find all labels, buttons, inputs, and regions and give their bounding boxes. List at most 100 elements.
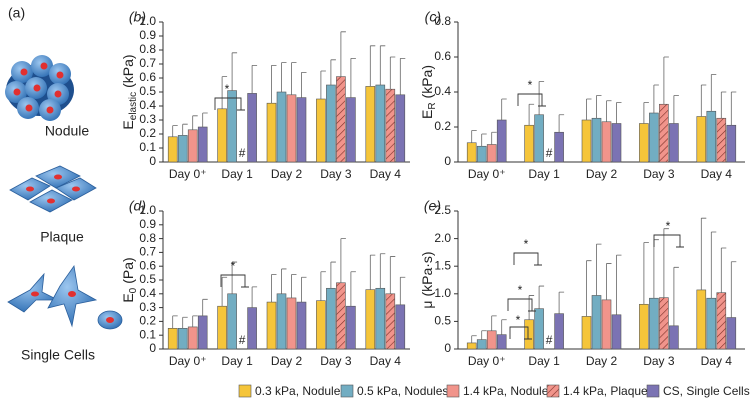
- x-tick-label: Day 1: [221, 167, 253, 181]
- bar: [601, 121, 612, 163]
- bar: [296, 97, 307, 163]
- significance-bracket: [220, 274, 249, 288]
- x-tick-label: Day 1: [528, 354, 560, 368]
- error-bar: [501, 319, 507, 335]
- missing-marker: #: [546, 333, 553, 347]
- error-bar: [350, 58, 356, 98]
- error-bar: [700, 84, 707, 117]
- y-tick-label: 0.4: [139, 286, 156, 300]
- bar: [554, 131, 564, 163]
- error-bar: [172, 315, 178, 329]
- significance-bracket: [653, 234, 684, 248]
- y-axis-label: E0 (Pa): [120, 257, 139, 302]
- error-bar: [586, 260, 592, 317]
- y-tick-label: 0.4: [139, 98, 156, 112]
- error-bar: [231, 52, 238, 91]
- x-tick-label: Day 0⁺: [468, 354, 506, 368]
- y-axis-label: Eelastic (kPa): [120, 54, 139, 129]
- y-label-unit: (kPa·s): [419, 251, 435, 296]
- error-bar: [291, 274, 297, 298]
- bar: [375, 84, 386, 163]
- error-bar: [291, 62, 297, 95]
- error-bar: [320, 271, 326, 301]
- bar: [187, 129, 198, 163]
- panel-label: (b): [129, 9, 146, 25]
- bar: [466, 142, 477, 163]
- significance-marker: *: [518, 283, 523, 297]
- significance-marker: *: [528, 78, 533, 92]
- error-bar: [231, 261, 238, 294]
- legend-swatch: [340, 384, 354, 398]
- legend-label: 0.5 kPa, Nodules: [357, 384, 448, 398]
- bar: [591, 295, 602, 350]
- significance-bracket: [517, 93, 546, 107]
- error-bar: [399, 276, 406, 305]
- bar: [177, 327, 188, 350]
- y-label-sub: elastic: [128, 92, 139, 120]
- x-tick-label: Day 2: [586, 167, 618, 181]
- error-bar: [491, 131, 497, 145]
- error-bar: [271, 65, 277, 104]
- y-tick-label: 2.5: [434, 203, 451, 217]
- bar: [611, 314, 622, 350]
- bar: [611, 123, 622, 163]
- x-tick-label: Day 0⁺: [169, 354, 207, 368]
- y-tick-label: 0.6: [434, 49, 451, 63]
- cell-type-label: Plaque: [40, 229, 84, 245]
- y-tick-label: 1.0: [139, 14, 156, 28]
- error-bar: [710, 231, 717, 299]
- error-bar: [202, 112, 208, 127]
- significance-marker: *: [516, 313, 521, 327]
- legend-swatch: [546, 384, 560, 398]
- bar: [486, 330, 497, 350]
- error-bar: [720, 91, 727, 119]
- y-tick-label: 0.8: [139, 42, 156, 56]
- error-bar: [221, 76, 228, 109]
- error-bar: [330, 59, 336, 85]
- x-tick-label: Day 3: [320, 167, 352, 181]
- error-bar: [663, 228, 669, 298]
- error-bar: [528, 295, 535, 320]
- error-bar: [730, 91, 737, 126]
- bar: [696, 289, 707, 350]
- bar: [316, 300, 326, 350]
- error-bar: [202, 298, 208, 316]
- y-label-main: μ: [419, 301, 435, 309]
- error-bar: [528, 103, 535, 126]
- error-bar: [301, 72, 307, 98]
- y-tick-label: 0.6: [139, 70, 156, 84]
- bar: [476, 145, 487, 163]
- y-label-sub: R: [427, 102, 438, 109]
- y-tick-label: 1.0: [139, 203, 156, 217]
- error-bar: [720, 247, 727, 293]
- bar: [534, 114, 544, 163]
- bar: [346, 97, 356, 163]
- panel-label: (d): [129, 198, 146, 214]
- bar: [706, 297, 717, 350]
- x-tick-label: Day 3: [643, 354, 675, 368]
- error-bar: [389, 56, 396, 90]
- bar: [496, 334, 507, 350]
- bar: [524, 124, 534, 163]
- cell-type-label: Nodule: [45, 123, 90, 139]
- bar: [659, 103, 669, 163]
- significance-bracket: [509, 326, 532, 340]
- x-tick-label: Day 1: [528, 167, 560, 181]
- y-tick-label: 0: [444, 154, 451, 168]
- bar: [524, 319, 534, 350]
- bar: [639, 123, 649, 163]
- error-bar: [369, 254, 376, 290]
- legend-swatch: [646, 384, 660, 398]
- bar: [365, 289, 376, 350]
- error-bar: [558, 114, 565, 133]
- error-bar: [399, 58, 406, 95]
- y-tick-label: 0.3: [139, 112, 156, 126]
- error-bar: [606, 263, 612, 300]
- y-tick-label: 0.2: [139, 126, 156, 140]
- error-bar: [281, 62, 287, 92]
- error-bar: [251, 286, 258, 308]
- y-tick-label: 0.8: [139, 231, 156, 245]
- bar: [227, 90, 237, 163]
- single-cells-image: [7, 264, 123, 330]
- bar: [554, 313, 564, 350]
